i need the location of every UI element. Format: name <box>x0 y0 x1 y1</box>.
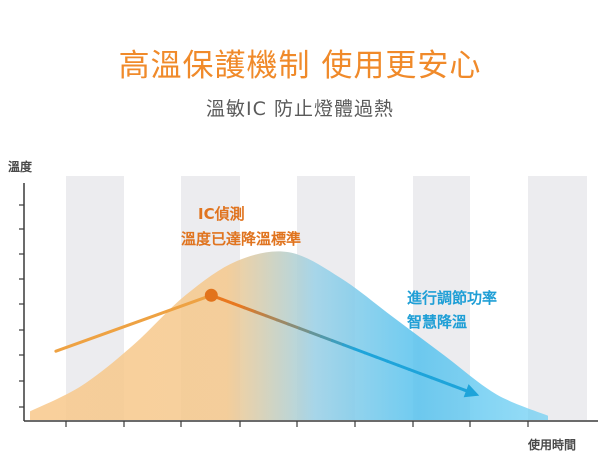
falling-trend-line-segment <box>253 310 268 318</box>
falling-trend-line-segment <box>231 302 246 310</box>
annotation-cooling-line: 智慧降溫 <box>407 313 467 331</box>
falling-trend-line-segment <box>242 306 257 314</box>
page-title: 高溫保護機制 使用更安心 <box>118 48 482 84</box>
falling-trend-line-segment <box>396 363 411 371</box>
background-band <box>528 176 587 420</box>
trend-lines <box>54 288 480 398</box>
temperature-area <box>30 251 548 420</box>
falling-trend-line-segment <box>374 355 389 363</box>
page-subtitle: 溫敏IC 防止燈體過熱 <box>206 98 394 120</box>
falling-trend-line-segment <box>440 380 455 388</box>
falling-trend-line-segment <box>297 326 312 334</box>
falling-trend-line-segment <box>341 343 356 351</box>
x-axis-label: 使用時間 <box>527 437 576 452</box>
annotation-detect-line: IC偵測 <box>198 205 245 223</box>
peak-point <box>204 288 218 302</box>
falling-trend-line-segment <box>330 339 345 347</box>
falling-trend-line-segment <box>308 330 323 339</box>
falling-trend-line-segment <box>275 318 290 326</box>
rising-trend-line <box>54 293 213 353</box>
falling-trend-line-segment <box>363 351 378 359</box>
falling-trend-line-segment <box>418 372 433 380</box>
y-axis-label: 溫度 <box>8 159 33 174</box>
falling-trend-line-segment <box>385 359 400 367</box>
falling-trend-line-segment <box>407 367 422 376</box>
annotation-cooling-line: 進行調節功率 <box>407 289 497 307</box>
falling-trend-line-segment <box>220 297 235 306</box>
falling-trend-line-segment <box>319 335 334 343</box>
falling-trend-line-segment <box>451 384 466 392</box>
falling-trend-line-segment <box>286 322 301 330</box>
arrow-head-icon <box>463 384 480 398</box>
falling-trend-line-segment <box>429 376 444 384</box>
falling-trend-line-segment <box>264 314 279 322</box>
falling-trend-line-segment <box>352 347 367 355</box>
annotation-detect-line: 溫度已達降溫標準 <box>181 230 301 248</box>
